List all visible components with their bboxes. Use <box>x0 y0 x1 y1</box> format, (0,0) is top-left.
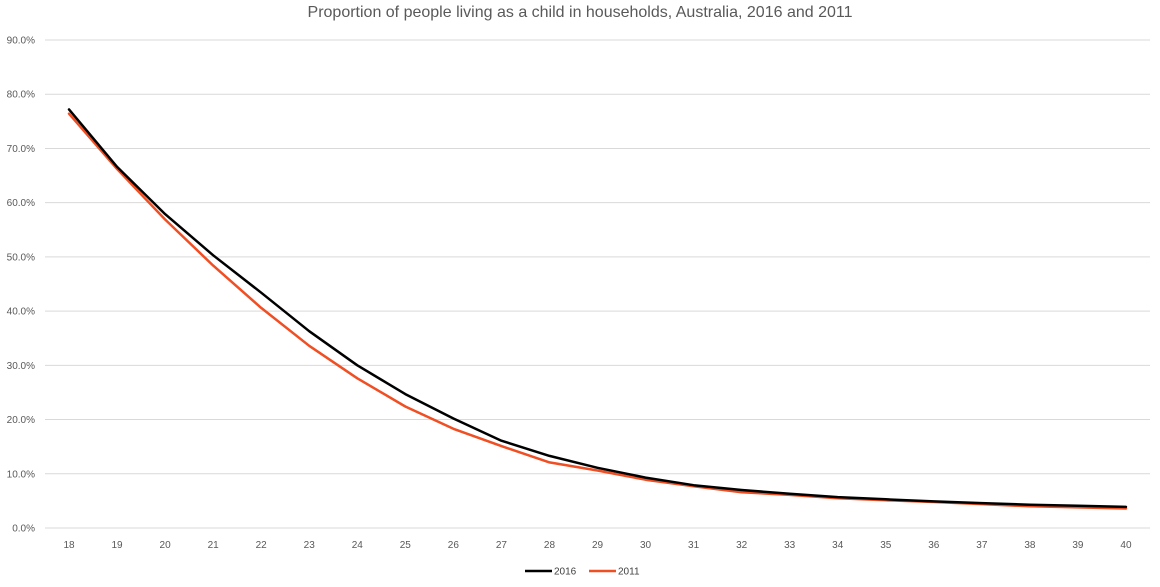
y-tick-label: 90.0% <box>7 36 35 47</box>
x-tick-label: 28 <box>544 540 556 551</box>
series-line-2016 <box>67 108 1128 509</box>
x-tick-label: 27 <box>496 540 508 551</box>
x-tick-label: 24 <box>352 540 364 551</box>
legend: 2016 2011 <box>525 567 640 578</box>
x-tick-label: 37 <box>976 540 988 551</box>
x-tick-label: 35 <box>880 540 892 551</box>
y-tick-label: 20.0% <box>7 415 35 426</box>
legend-label-2011: 2011 <box>618 567 640 578</box>
x-tick-label: 23 <box>304 540 316 551</box>
y-tick-label: 60.0% <box>7 198 35 209</box>
x-tick-label: 39 <box>1072 540 1084 551</box>
x-tick-label: 36 <box>928 540 940 551</box>
x-tick-label: 19 <box>112 540 124 551</box>
y-tick-label: 70.0% <box>7 144 35 155</box>
x-tick-label: 40 <box>1120 540 1132 551</box>
legend-label-2016: 2016 <box>554 567 577 578</box>
x-tick-label: 22 <box>256 540 268 551</box>
y-tick-label: 40.0% <box>7 307 35 318</box>
x-tick-label: 29 <box>592 540 604 551</box>
series-lines <box>67 108 1128 510</box>
x-tick-label: 25 <box>400 540 412 551</box>
x-tick-label: 21 <box>208 540 220 551</box>
x-tick-label: 26 <box>448 540 460 551</box>
x-tick-label: 32 <box>736 540 748 551</box>
gridlines <box>45 39 1150 529</box>
y-axis-tick-labels: 0.0% 10.0% 20.0% 30.0% 40.0% 50.0% 60.0% 70.0% 8… <box>7 36 35 535</box>
chart-title: Proportion of people living as a child i… <box>307 4 853 21</box>
y-tick-label: 10.0% <box>7 469 35 480</box>
x-tick-label: 18 <box>63 540 75 551</box>
y-tick-label: 0.0% <box>12 524 35 535</box>
y-tick-label: 30.0% <box>7 361 35 372</box>
y-tick-label: 50.0% <box>7 252 35 263</box>
y-tick-label: 80.0% <box>7 90 35 101</box>
x-tick-label: 20 <box>160 540 172 551</box>
x-tick-label: 34 <box>832 540 844 551</box>
x-tick-label: 31 <box>688 540 700 551</box>
x-axis-tick-labels: 18 19 20 21 22 23 24 25 26 27 28 29 30 31 32 33 34 35 36 37… <box>63 540 1132 551</box>
x-tick-label: 30 <box>640 540 652 551</box>
x-tick-label: 33 <box>784 540 796 551</box>
x-tick-label: 38 <box>1024 540 1036 551</box>
